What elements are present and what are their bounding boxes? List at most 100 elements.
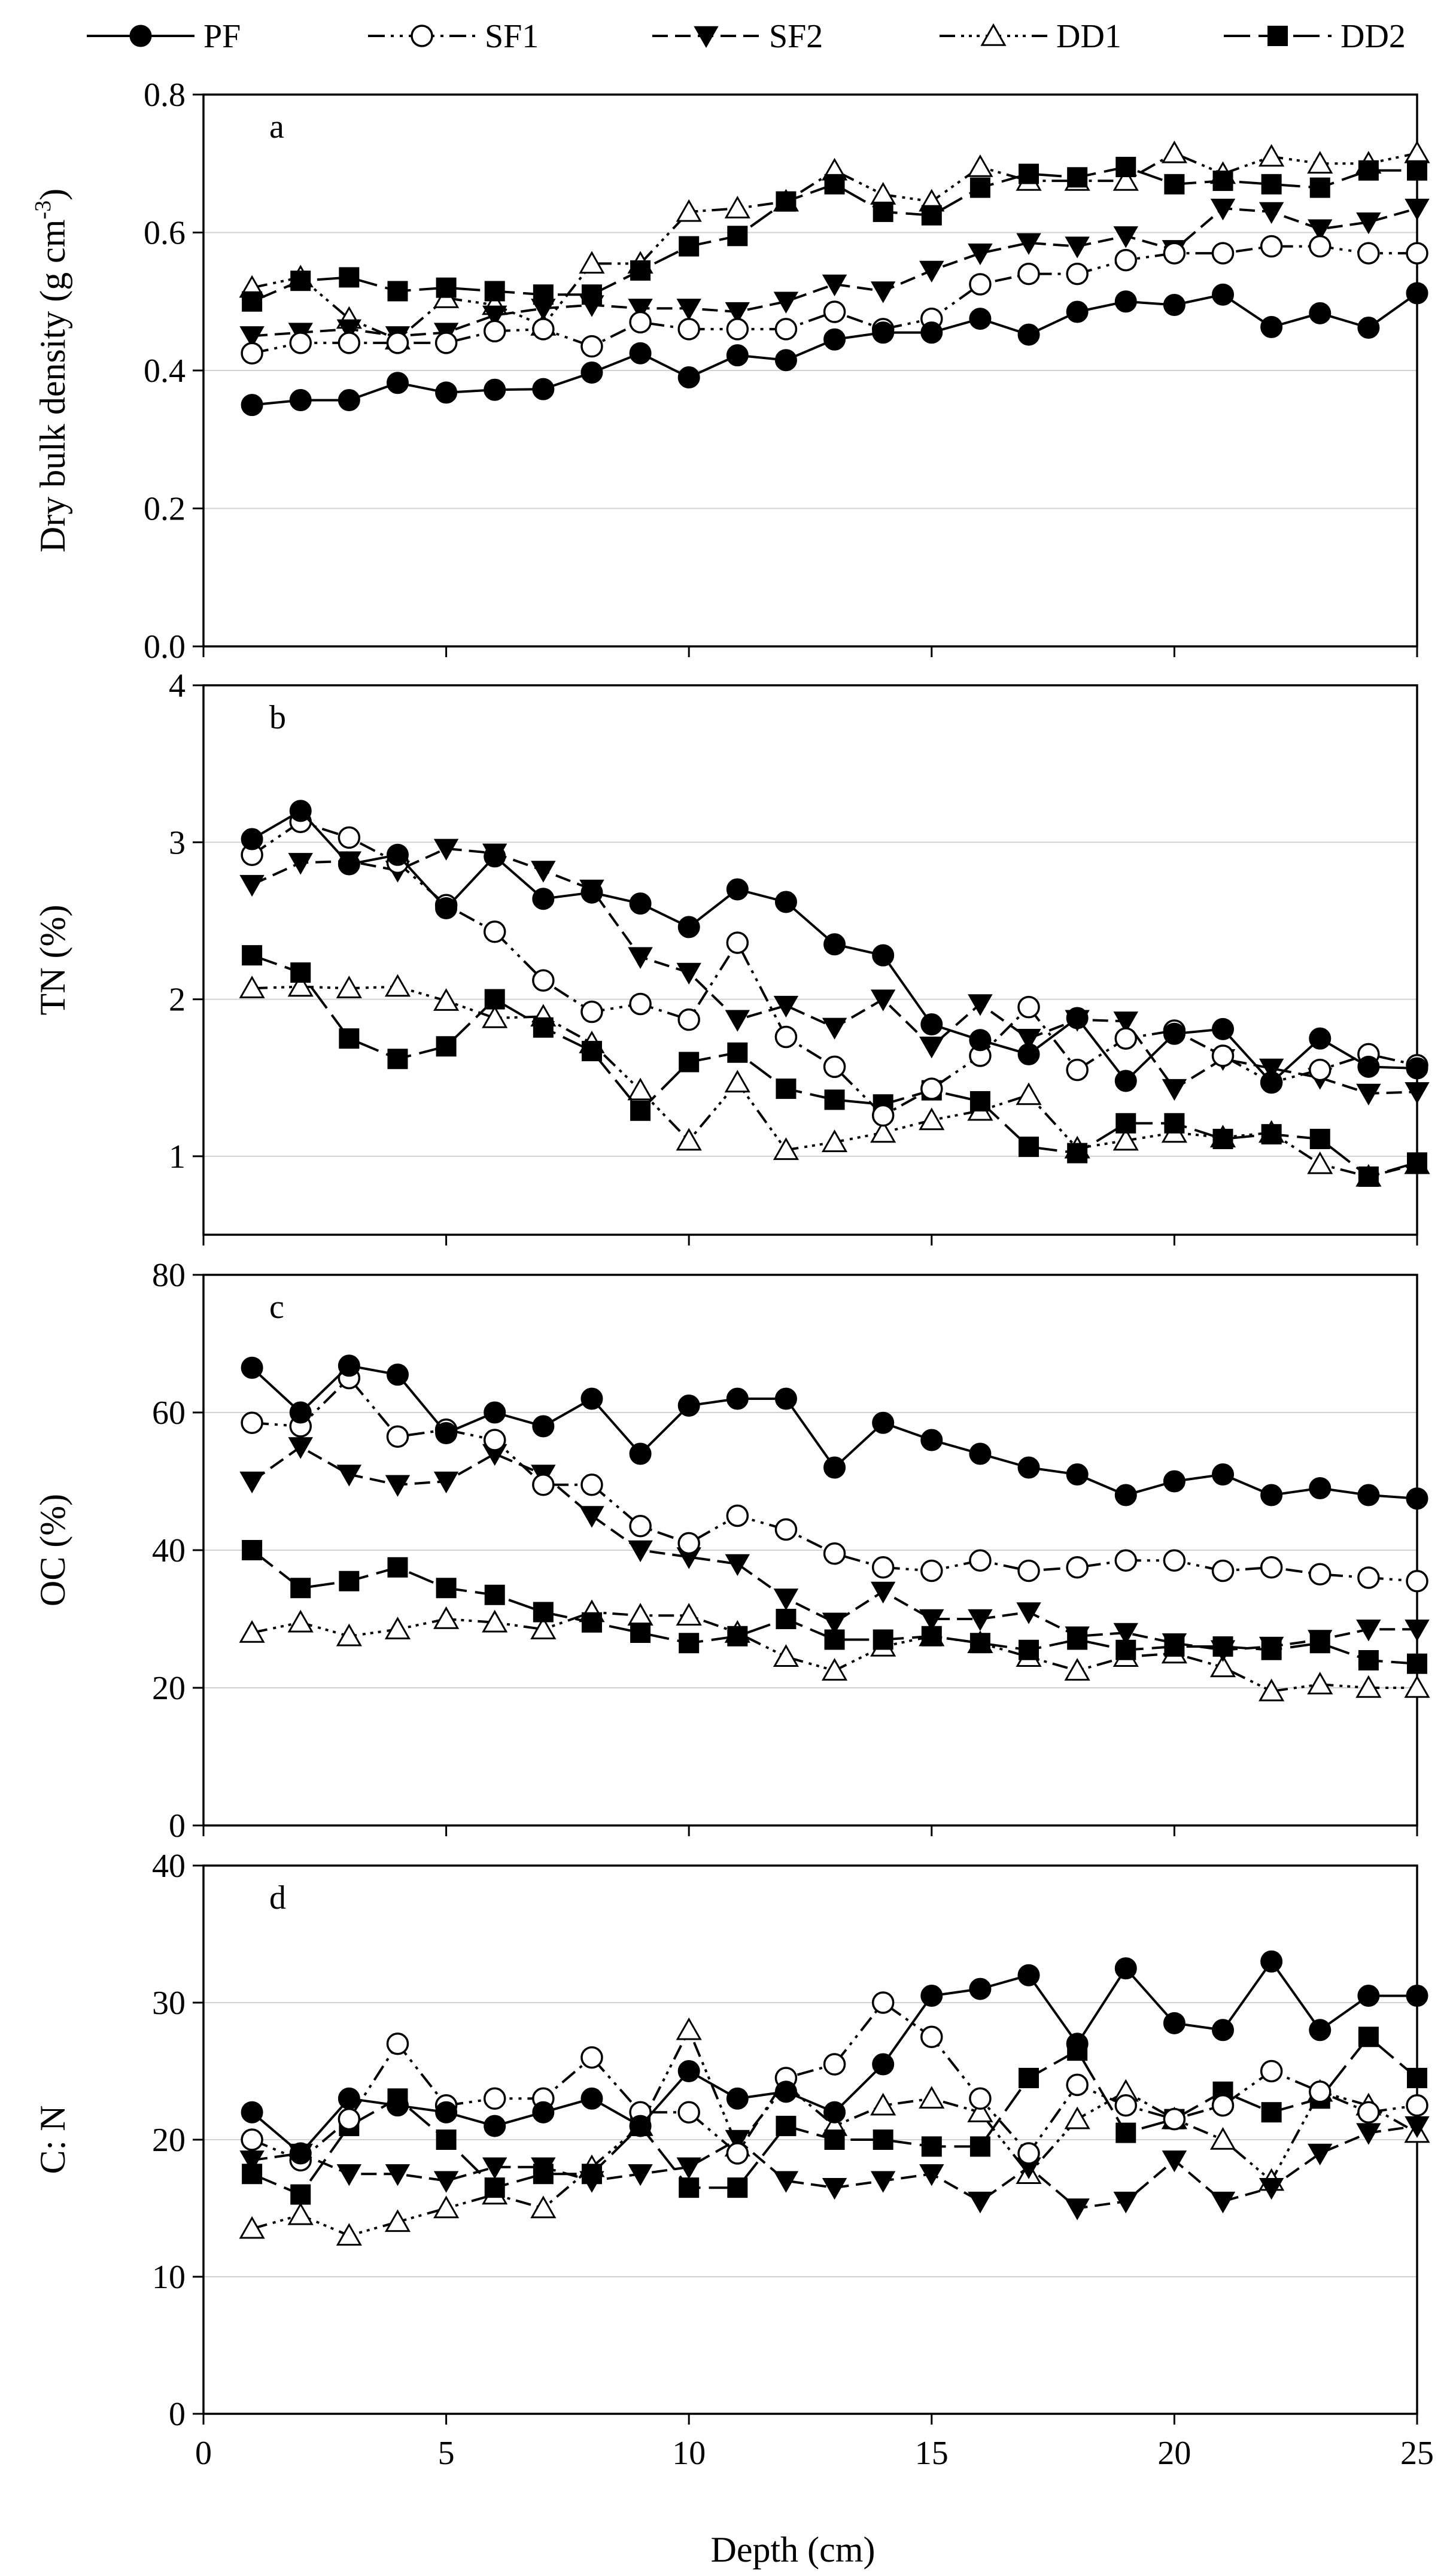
data-point-pf [580, 361, 603, 384]
data-point-dd2 [436, 2130, 457, 2150]
y-tick-label: 0 [169, 1808, 186, 1845]
data-point-pf [241, 2101, 263, 2124]
data-point-sf1 [1406, 1570, 1428, 1593]
data-point-dd1 [384, 1617, 411, 1639]
legend-marker-dd1 [980, 23, 1007, 46]
data-point-sf1 [289, 332, 312, 354]
data-point-dd2 [1358, 2027, 1379, 2048]
data-point-sf1 [580, 1000, 603, 1023]
data-point-sf1 [1357, 1566, 1380, 1589]
data-point-dd2 [436, 1036, 457, 1057]
data-point-pf [289, 2142, 312, 2165]
data-point-sf1 [386, 2032, 409, 2055]
data-point-dd2 [969, 2136, 990, 2157]
data-point-sf2 [919, 1609, 944, 1632]
data-point-pf [580, 1387, 603, 1410]
data-point-dd2 [1309, 1129, 1330, 1150]
data-point-sf1 [1357, 2101, 1380, 2124]
data-point-sf1 [483, 1429, 506, 1451]
data-point-pf [1260, 1484, 1283, 1506]
data-point-sf2 [482, 2157, 507, 2179]
data-point-sf2 [385, 1475, 411, 1497]
data-point-pf [823, 2101, 846, 2124]
data-point-dd1 [724, 1070, 750, 1093]
data-point-dd2 [824, 174, 845, 195]
data-point-sf1 [726, 1504, 749, 1527]
data-point-sf1 [1211, 242, 1235, 265]
data-point-sf1 [1260, 235, 1283, 258]
data-point-sf1 [629, 311, 652, 334]
data-point-sf1 [871, 1991, 895, 2014]
data-point-dd1 [821, 1658, 848, 1681]
data-point-dd2 [581, 1041, 602, 1062]
data-point-dd1 [336, 1623, 362, 1647]
data-point-sf1 [1017, 995, 1040, 1019]
data-point-pf [435, 897, 458, 919]
data-point-dd1 [967, 154, 993, 177]
data-point-dd2 [1407, 1152, 1427, 1173]
data-point-pf [1163, 294, 1185, 317]
data-point-pf [1212, 283, 1235, 306]
data-point-sf1 [774, 318, 798, 341]
data-point-sf1 [1357, 242, 1380, 265]
data-point-dd2 [339, 1570, 360, 1591]
data-point-dd1 [1404, 140, 1430, 163]
data-point-dd2 [533, 1017, 554, 1038]
y-axis-label-superscript: -3 [31, 201, 56, 220]
data-point-sf1 [483, 320, 506, 343]
data-point-sf2 [773, 995, 799, 1018]
data-point-sf1 [629, 992, 652, 1016]
data-point-pf [969, 308, 992, 330]
data-point-pf [1357, 1055, 1380, 1078]
data-point-sf1 [532, 969, 555, 992]
data-point-dd2 [1115, 157, 1136, 178]
data-point-sf1 [1114, 248, 1138, 272]
data-point-pf [435, 381, 458, 404]
data-point-dd1 [676, 2017, 702, 2040]
data-point-dd2 [339, 1028, 360, 1049]
plot-frame [202, 93, 1418, 648]
data-point-dd2 [1212, 171, 1233, 192]
data-point-pf [1066, 2033, 1089, 2055]
data-point-sf1 [580, 335, 603, 358]
data-point-sf2 [1162, 1079, 1187, 1101]
data-point-dd2 [1261, 2102, 1282, 2123]
data-point-dd2 [630, 260, 651, 281]
data-point-dd2 [1261, 174, 1282, 195]
data-point-dd2 [1019, 2067, 1039, 2088]
data-point-pf [1309, 1027, 1332, 1050]
data-point-sf2 [919, 1037, 944, 1059]
data-point-sf2 [628, 1540, 653, 1563]
data-point-dd2 [387, 1049, 408, 1070]
data-point-dd2 [290, 962, 311, 983]
data-point-sf2 [531, 861, 556, 883]
data-point-sf1 [434, 332, 458, 354]
data-point-dd2 [436, 277, 457, 298]
x-tick-label: 10 [672, 2435, 706, 2472]
data-point-dd1 [821, 1129, 848, 1152]
data-point-pf [629, 2115, 652, 2137]
data-point-sf2 [773, 291, 799, 314]
y-tick-label: 1 [169, 1138, 186, 1175]
data-point-dd1 [239, 1620, 265, 1643]
y-tick-label: 20 [152, 1670, 186, 1707]
data-point-sf1 [920, 1077, 943, 1100]
data-point-dd2 [1067, 1143, 1088, 1164]
data-point-dd2 [484, 281, 505, 302]
data-point-sf2 [482, 305, 507, 327]
data-point-pf [241, 394, 263, 417]
data-point-pf [726, 344, 749, 367]
data-point-sf2 [870, 989, 896, 1011]
plot-frame [202, 1274, 1418, 1827]
data-point-dd2 [727, 1626, 748, 1647]
panel-c: 0 20 40 60 80 c OC (%) [33, 1257, 1430, 1845]
data-point-dd1 [1259, 144, 1285, 167]
data-point-sf1 [1260, 1556, 1283, 1579]
data-point-dd2 [1115, 2122, 1136, 2143]
legend-item-dd1: DD1 [940, 18, 1121, 55]
data-point-sf1 [823, 300, 846, 323]
data-point-pf [338, 1354, 360, 1377]
data-point-sf2 [676, 962, 701, 985]
data-point-sf2 [1210, 2191, 1236, 2214]
data-point-dd2 [242, 291, 263, 312]
